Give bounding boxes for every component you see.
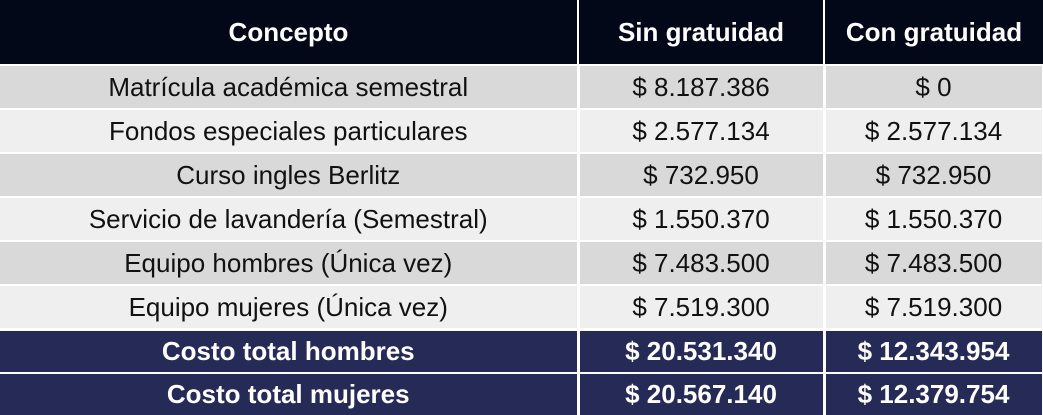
table-row: Servicio de lavandería (Semestral) $ 1.5… [0, 197, 1043, 242]
table-row: Equipo hombres (Única vez) $ 7.483.500 $… [0, 241, 1043, 286]
total-row-hombres: Costo total hombres $ 20.531.340 $ 12.34… [0, 328, 1043, 373]
con-gratuidad-cell: $ 7.483.500 [824, 241, 1043, 286]
table-row: Fondos especiales particulares $ 2.577.1… [0, 109, 1043, 154]
concept-cell: Equipo mujeres (Única vez) [0, 285, 580, 331]
header-concepto: Concepto [0, 0, 579, 66]
header-sin-gratuidad: Sin gratuidad [578, 0, 825, 66]
concept-cell: Fondos especiales particulares [0, 109, 580, 154]
con-gratuidad-cell: $ 0 [824, 65, 1043, 110]
con-gratuidad-cell: $ 732.950 [824, 153, 1043, 198]
total-label-cell: Costo total hombres [0, 328, 580, 373]
sin-gratuidad-cell: $ 2.577.134 [578, 109, 826, 154]
header-row: Concepto Sin gratuidad Con gratuidad [0, 0, 1043, 66]
con-gratuidad-cell: $ 2.577.134 [824, 109, 1043, 154]
total-label-cell: Costo total mujeres [0, 372, 580, 415]
sin-gratuidad-cell: $ 7.519.300 [578, 285, 826, 331]
sin-gratuidad-cell: $ 7.483.500 [578, 241, 826, 286]
total-row-mujeres: Costo total mujeres $ 20.567.140 $ 12.37… [0, 372, 1043, 415]
table-row: Equipo mujeres (Única vez) $ 7.519.300 $… [0, 285, 1043, 331]
concept-cell: Curso ingles Berlitz [0, 153, 580, 198]
total-con-gratuidad-cell: $ 12.343.954 [824, 328, 1043, 373]
concept-cell: Matrícula académica semestral [0, 65, 580, 110]
con-gratuidad-cell: $ 7.519.300 [824, 285, 1043, 331]
total-sin-gratuidad-cell: $ 20.567.140 [578, 372, 826, 415]
table-row: Matrícula académica semestral $ 8.187.38… [0, 65, 1043, 110]
con-gratuidad-cell: $ 1.550.370 [824, 197, 1043, 242]
sin-gratuidad-cell: $ 1.550.370 [578, 197, 826, 242]
concept-cell: Servicio de lavandería (Semestral) [0, 197, 580, 242]
total-con-gratuidad-cell: $ 12.379.754 [824, 372, 1043, 415]
sin-gratuidad-cell: $ 732.950 [578, 153, 826, 198]
sin-gratuidad-cell: $ 8.187.386 [578, 65, 826, 110]
concept-cell: Equipo hombres (Única vez) [0, 241, 580, 286]
header-con-gratuidad: Con gratuidad [824, 0, 1043, 66]
total-sin-gratuidad-cell: $ 20.531.340 [578, 328, 826, 373]
table-row: Curso ingles Berlitz $ 732.950 $ 732.950 [0, 153, 1043, 198]
